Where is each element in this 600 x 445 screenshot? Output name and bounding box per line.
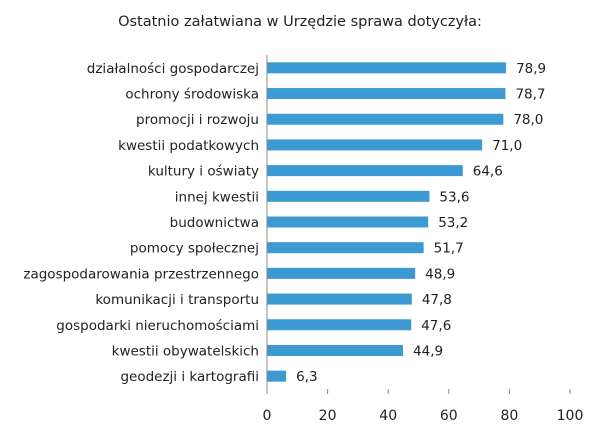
x-tick-label: 40 <box>379 408 397 424</box>
category-label: kwestii obywatelskich <box>112 343 259 359</box>
bar <box>267 293 412 305</box>
value-label: 47,8 <box>422 292 452 308</box>
value-label: 47,6 <box>421 318 451 334</box>
x-tick-label: 20 <box>319 408 337 424</box>
bar <box>267 165 463 177</box>
x-axis-ticks: 0 20 40 60 80 100 <box>263 389 584 424</box>
bar <box>267 242 424 254</box>
category-label: działalności gospodarczej <box>87 61 259 77</box>
category-label: komunikacji i transportu <box>95 292 259 308</box>
category-label: promocji i rozwoju <box>136 112 259 128</box>
value-label: 78,7 <box>515 87 545 103</box>
value-label: 71,0 <box>492 138 522 154</box>
x-tick-label: 100 <box>557 408 584 424</box>
bar <box>267 190 430 202</box>
value-labels: 78,9 78,7 78,0 71,0 64,653,6 53,2 51,7 48,9 47,8… <box>296 61 546 385</box>
x-tick-label: 80 <box>500 408 518 424</box>
value-label: 48,9 <box>425 266 455 282</box>
value-label: 78,9 <box>516 61 546 77</box>
bars-group <box>267 62 507 382</box>
value-label: 64,6 <box>473 164 503 180</box>
category-label: kultury i oświaty <box>148 164 259 180</box>
value-label: 6,3 <box>296 369 317 385</box>
value-label: 51,7 <box>434 241 464 257</box>
category-labels: działalności gospodarczej ochrony środowi… <box>23 61 259 385</box>
bar <box>267 113 504 125</box>
value-label: 53,2 <box>438 215 468 231</box>
category-label: gospodarki nieruchomościami <box>56 318 259 334</box>
bar <box>267 344 404 356</box>
bar <box>267 139 483 151</box>
x-tick-label: 60 <box>440 408 458 424</box>
category-label: innej kwestii <box>175 189 259 205</box>
category-label: zagospodarowania przestrzennego <box>23 266 259 282</box>
category-label: ochrony środowiska <box>125 87 259 103</box>
bar <box>267 370 287 382</box>
bar <box>267 88 506 100</box>
chart-title: Ostatnio załatwiana w Urzędzie sprawa do… <box>118 14 482 30</box>
category-label: kwestii podatkowych <box>118 138 259 154</box>
category-label: pomocy społecznej <box>130 241 259 257</box>
category-label: budownictwa <box>170 215 259 231</box>
value-label: 78,0 <box>513 112 543 128</box>
value-label: 53,6 <box>439 189 469 205</box>
category-label: geodezji i kartografii <box>120 369 259 385</box>
value-label: 44,9 <box>413 343 443 359</box>
bar <box>267 216 429 228</box>
bar <box>267 267 416 279</box>
bar <box>267 62 507 74</box>
bar <box>267 319 412 331</box>
x-tick-label: 0 <box>263 408 272 424</box>
